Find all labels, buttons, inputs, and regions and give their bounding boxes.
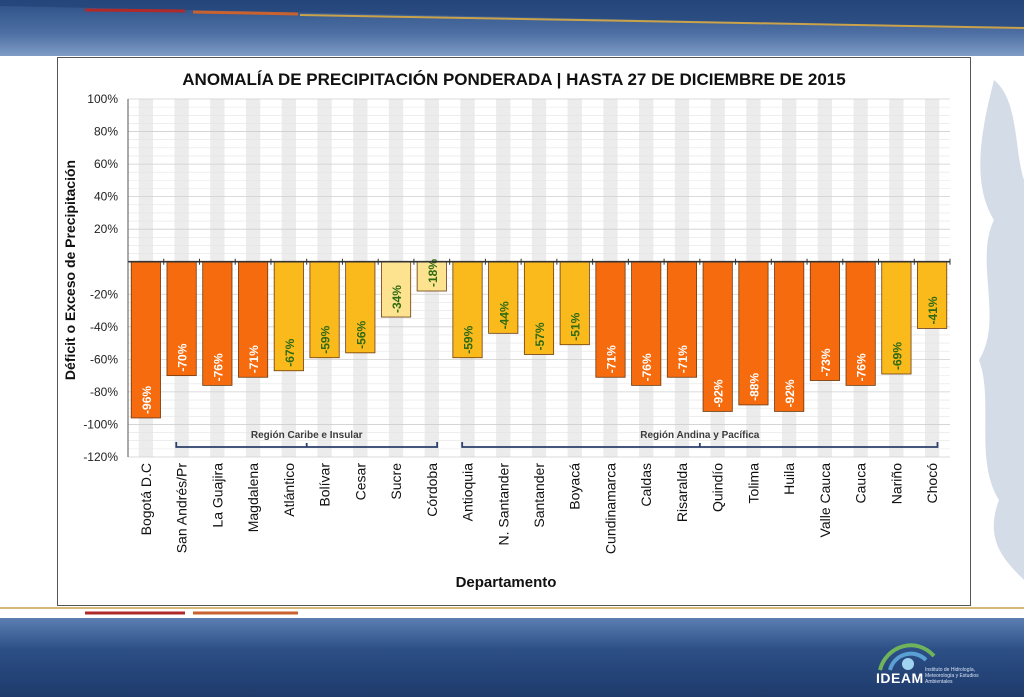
y-tick-label: -60% [90, 352, 118, 366]
category-label: La Guajira [209, 463, 225, 528]
data-label: -88% [747, 373, 761, 401]
data-label: -59% [462, 325, 476, 353]
data-label: -67% [283, 338, 297, 366]
bar-nari-o [881, 261, 912, 375]
x-axis-title: Departamento [456, 574, 557, 591]
category-label: Boyacá [567, 463, 583, 510]
region-bracket [461, 442, 939, 448]
bar-tolima [738, 261, 769, 406]
bar-c-rdoba [416, 261, 447, 292]
category-label: Bolívar [317, 463, 333, 507]
bar-valle-cauca [809, 261, 840, 381]
chart-title: ANOMALÍA DE PRECIPITACIÓN PONDERADA | HA… [182, 70, 845, 89]
category-label: Bogotá D.C [138, 463, 154, 535]
header-stripes [0, 0, 1024, 29]
y-tick-label: -20% [90, 287, 118, 301]
category-label: San Andrés/Pr [174, 463, 190, 554]
bar-choc- [917, 261, 948, 329]
region-bracket [175, 442, 439, 448]
y-tick-label: -100% [83, 417, 118, 431]
logo-text: IDEAM [876, 670, 924, 686]
data-label: -96% [140, 386, 154, 414]
y-tick-label: 100% [87, 92, 118, 106]
data-label: -69% [890, 342, 904, 370]
y-tick-label: -40% [90, 320, 118, 334]
category-label: Córdoba [424, 463, 440, 517]
data-label: -71% [676, 345, 690, 373]
data-label: -76% [855, 353, 869, 381]
bar-antioquia [452, 261, 483, 359]
category-label: Sucre [388, 463, 404, 500]
region-label: Región Caribe e Insular [251, 430, 363, 441]
category-label: Caldas [638, 463, 654, 507]
region-label: Región Andina y Pacífica [640, 430, 760, 441]
bar-san-andr-s-pr [166, 261, 197, 377]
category-label: Chocó [924, 463, 940, 504]
y-tick-label: 20% [94, 222, 118, 236]
y-tick-label: 80% [94, 125, 118, 139]
logo-subtext: Instituto de Hidrología, Meteorología y … [925, 667, 979, 685]
data-label: -92% [783, 379, 797, 407]
y-tick-label: -80% [90, 385, 118, 399]
data-label: -57% [533, 322, 547, 350]
category-label: Huila [781, 463, 797, 495]
category-label: Risaralda [674, 463, 690, 522]
footer-stripes [0, 607, 1024, 615]
data-label: -34% [390, 285, 404, 313]
data-label: -59% [319, 325, 333, 353]
data-label: -44% [497, 301, 511, 329]
bar-atl-ntico [273, 261, 304, 372]
category-label: Santander [531, 463, 547, 528]
data-label: -56% [354, 321, 368, 349]
bar-cundinamarca [595, 261, 626, 378]
y-tick-label: -120% [83, 450, 118, 464]
category-label: Cesar [352, 463, 368, 501]
category-label: Atlántico [281, 463, 297, 517]
ideam-logo [878, 643, 936, 671]
bar-magdalena [238, 261, 269, 378]
bar-quind-o [702, 261, 733, 412]
footer-band [0, 618, 1024, 697]
data-label: -76% [640, 353, 654, 381]
category-label: Valle Cauca [817, 463, 833, 538]
category-label: Cauca [853, 463, 869, 504]
category-label: Cundinamarca [602, 463, 618, 554]
data-label: -41% [926, 296, 940, 324]
data-label: -70% [176, 343, 190, 371]
category-label: N. Santander [495, 463, 511, 546]
bar-bogot-d-c [130, 261, 161, 419]
category-label: Nariño [888, 463, 904, 504]
data-label: -76% [211, 353, 225, 381]
bar-risaralda [666, 261, 698, 378]
data-label: -71% [604, 345, 618, 373]
bar-la-guajira [202, 261, 233, 386]
data-label: -92% [712, 379, 726, 407]
background-map-shape [979, 80, 1024, 580]
category-label: Tolima [745, 463, 761, 504]
data-label: -18% [426, 259, 440, 287]
data-label: -73% [819, 348, 833, 376]
data-label: -71% [247, 345, 261, 373]
y-tick-label: 40% [94, 190, 118, 204]
y-axis-title: Déficit o Exceso de Precipitación [62, 160, 78, 380]
category-label: Magdalena [245, 463, 261, 532]
category-label: Antioquia [460, 463, 476, 522]
y-tick-label: 60% [94, 157, 118, 171]
precipitation-anomaly-chart: -96% Bogotá D.C -70% San Andrés/Pr -76% La Gu… [62, 70, 951, 591]
data-label: -51% [569, 312, 583, 340]
bar-sucre [380, 261, 412, 318]
category-label: Quindío [710, 463, 726, 512]
